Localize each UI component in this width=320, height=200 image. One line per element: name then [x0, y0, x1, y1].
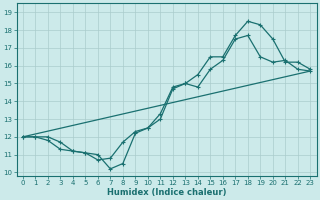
- X-axis label: Humidex (Indice chaleur): Humidex (Indice chaleur): [107, 188, 226, 197]
